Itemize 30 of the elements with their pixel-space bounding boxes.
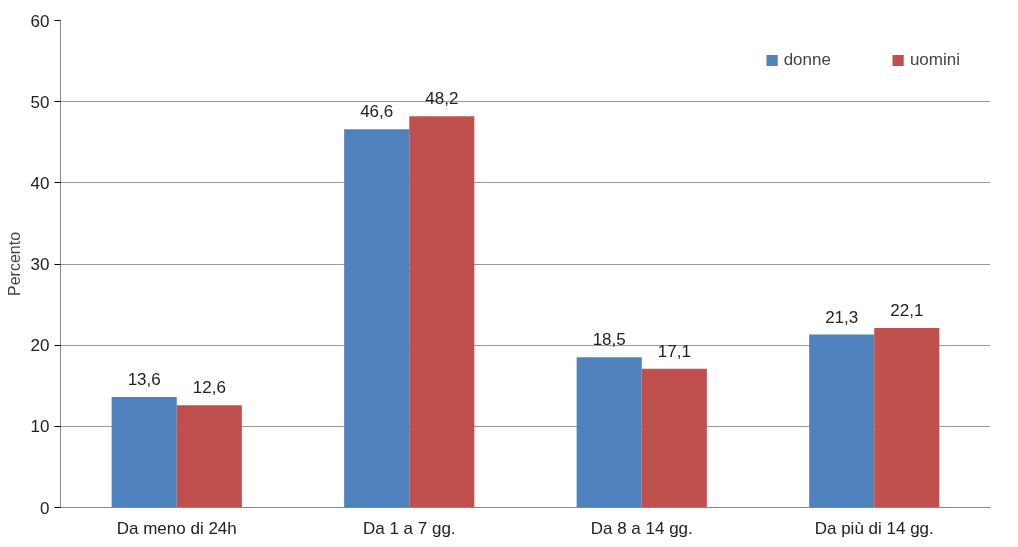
bar <box>176 405 242 508</box>
legend-label: donne <box>783 50 831 70</box>
bar <box>809 334 875 508</box>
x-tick-label: Da meno di 24h <box>116 518 237 538</box>
x-tick-label: Da 1 a 7 gg. <box>362 518 456 538</box>
data-label: 17,1 <box>657 341 691 361</box>
data-label: 48,2 <box>425 89 459 109</box>
data-label: 46,6 <box>360 102 394 122</box>
y-tick-label: 40 <box>30 173 50 193</box>
x-tick-label: Da 8 a 14 gg. <box>590 518 693 538</box>
bar <box>111 397 177 508</box>
bar <box>344 129 410 508</box>
y-tick-label: 30 <box>30 255 50 274</box>
y-tick-label: 0 <box>40 498 50 518</box>
data-label: 21,3 <box>825 307 859 327</box>
y-tick-label: 10 <box>30 417 50 437</box>
y-axis-title: Percento <box>5 231 23 297</box>
data-label: 12,6 <box>192 378 226 398</box>
data-label: 22,1 <box>890 301 924 321</box>
data-label: 13,6 <box>127 370 161 390</box>
bar <box>874 328 940 508</box>
legend-label: uomini <box>909 50 960 70</box>
y-tick-label: 50 <box>30 92 50 112</box>
bar <box>409 116 475 508</box>
x-tick-label: Da più di 14 gg. <box>814 518 934 538</box>
data-label: 18,5 <box>592 330 626 350</box>
y-tick-label: 20 <box>30 336 50 356</box>
y-tick-label: 60 <box>30 11 50 31</box>
bar <box>576 357 642 508</box>
bar <box>641 368 707 508</box>
